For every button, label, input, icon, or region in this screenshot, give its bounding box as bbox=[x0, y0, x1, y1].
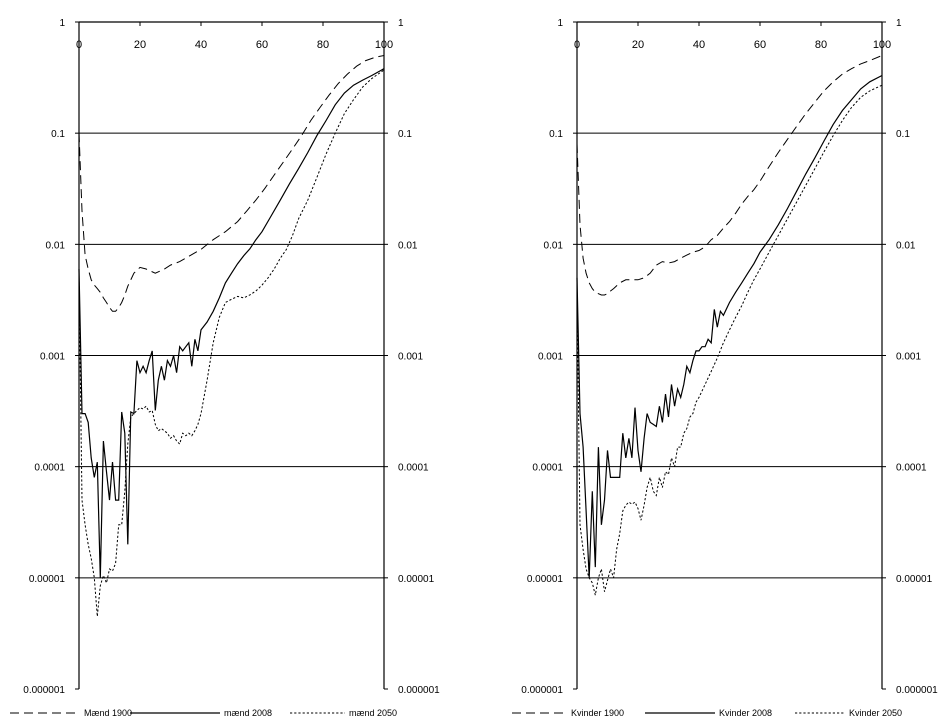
y-tick-label-left: 0.00001 bbox=[29, 574, 66, 585]
y-tick-label-right: 0.0001 bbox=[896, 463, 927, 474]
y-tick-label-left: 0.001 bbox=[538, 352, 563, 363]
y-tick-label-right: 0.1 bbox=[896, 129, 910, 140]
series-line-2 bbox=[78, 68, 385, 578]
y-tick-label-right: 1 bbox=[896, 18, 902, 29]
series-line-1 bbox=[576, 55, 883, 296]
legend-label: Mænd 1900 bbox=[84, 708, 132, 718]
y-tick-label-right: 1 bbox=[398, 18, 404, 29]
y-tick-label-right: 0.00001 bbox=[398, 574, 435, 585]
x-tick-label: 20 bbox=[134, 39, 146, 51]
y-tick-label-left: 0.0001 bbox=[34, 463, 65, 474]
legend-label: mænd 2008 bbox=[224, 708, 272, 718]
y-tick-label-left: 0.1 bbox=[51, 129, 65, 140]
y-tick-label-left: 0.01 bbox=[544, 240, 564, 251]
y-tick-label-left: 0.1 bbox=[549, 129, 563, 140]
y-tick-label-right: 0.1 bbox=[398, 129, 412, 140]
y-tick-label-right: 0.00001 bbox=[896, 574, 933, 585]
x-tick-label: 40 bbox=[195, 39, 207, 51]
y-tick-label-right: 0.01 bbox=[896, 240, 916, 251]
y-tick-label-left: 0.0001 bbox=[532, 463, 563, 474]
y-tick-label-left: 1 bbox=[557, 18, 563, 29]
series-line-3 bbox=[78, 69, 385, 617]
chart-kvinder: 1 1 0.1 0.1 0.01 0.01 0.001 0.001 0.0001 0.0001 0.… bbox=[512, 18, 938, 718]
x-tick-label: 60 bbox=[256, 39, 268, 51]
series-line-2 bbox=[576, 74, 883, 578]
y-tick-label-right: 0.000001 bbox=[398, 685, 440, 696]
y-tick-label-right: 0.01 bbox=[398, 240, 418, 251]
y-tick-label-right: 0.001 bbox=[896, 352, 921, 363]
y-tick-label-left: 0.01 bbox=[46, 240, 66, 251]
legend-label: Kvinder 2008 bbox=[719, 708, 772, 718]
y-tick-label-right: 0.0001 bbox=[398, 463, 429, 474]
y-tick-label-left: 0.000001 bbox=[23, 685, 65, 696]
legend-label: Kvinder 1900 bbox=[571, 708, 624, 718]
x-tick-label: 80 bbox=[815, 39, 827, 51]
legend-label: Kvinder 2050 bbox=[849, 708, 902, 718]
y-tick-label-left: 0.00001 bbox=[527, 574, 564, 585]
y-tick-label-right: 0.000001 bbox=[896, 685, 938, 696]
x-tick-label: 60 bbox=[754, 39, 766, 51]
y-tick-label-left: 0.001 bbox=[40, 352, 65, 363]
chart-maend: 1 1 0.1 0.1 0.01 0.01 0.001 0.001 0.0001 0.0001 0.… bbox=[10, 18, 440, 718]
x-tick-label: 40 bbox=[693, 39, 705, 51]
series-line-3 bbox=[576, 84, 883, 596]
y-tick-label-left: 1 bbox=[59, 18, 65, 29]
series-line-1 bbox=[78, 55, 385, 312]
legend-label: mænd 2050 bbox=[349, 708, 397, 718]
y-tick-label-right: 0.001 bbox=[398, 352, 423, 363]
x-tick-label: 20 bbox=[632, 39, 644, 51]
y-tick-label-left: 0.000001 bbox=[521, 685, 563, 696]
x-tick-label: 80 bbox=[317, 39, 329, 51]
